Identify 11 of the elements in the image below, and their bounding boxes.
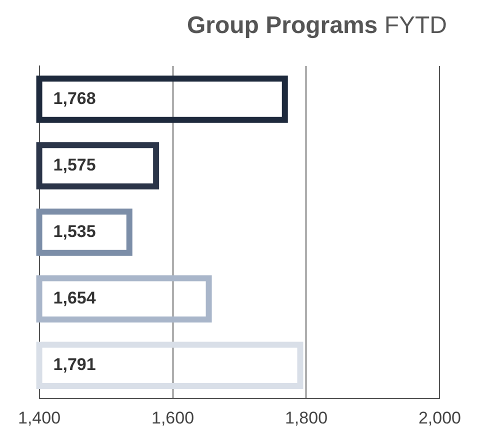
data-label: 1,768	[53, 88, 96, 108]
data-label: 1,575	[53, 155, 96, 174]
x-tick-label: 1,800	[284, 408, 328, 428]
data-label: 1,791	[53, 355, 96, 374]
data-label: 1,654	[53, 288, 96, 308]
chart-subtitle: FYTD	[384, 12, 447, 39]
data-label: 1,535	[53, 222, 96, 241]
x-tick-label: 1,400	[18, 408, 61, 428]
x-tick-label: 2,000	[418, 408, 462, 428]
x-tick-label: 1,600	[151, 408, 194, 428]
chart-title: Group Programs	[186, 12, 378, 39]
